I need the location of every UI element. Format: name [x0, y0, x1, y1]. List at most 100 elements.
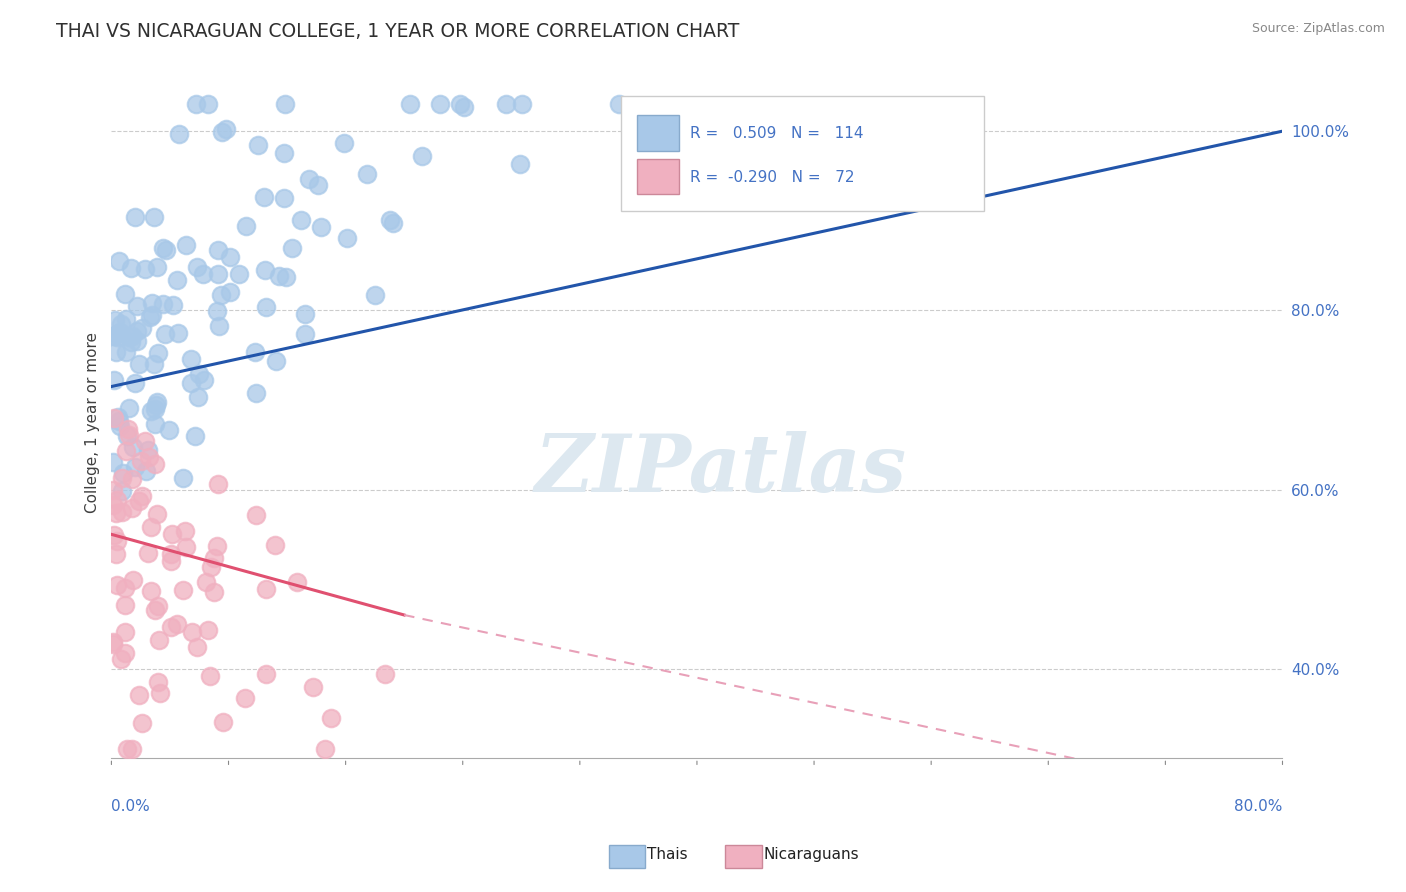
Text: THAI VS NICARAGUAN COLLEGE, 1 YEAR OR MORE CORRELATION CHART: THAI VS NICARAGUAN COLLEGE, 1 YEAR OR MO… — [56, 22, 740, 41]
Point — [364, 288, 387, 302]
Point — [139, 584, 162, 599]
Point — [191, 267, 214, 281]
Point — [124, 459, 146, 474]
Point — [207, 268, 229, 282]
Point — [314, 742, 336, 756]
Point — [254, 301, 277, 315]
Point — [117, 422, 139, 436]
Text: R =   0.509   N =   114: R = 0.509 N = 114 — [690, 126, 863, 141]
Point — [172, 582, 194, 597]
Point — [142, 357, 165, 371]
Point — [219, 285, 242, 299]
Point — [121, 742, 143, 756]
Point — [266, 353, 288, 368]
Point — [103, 373, 125, 387]
Point — [146, 394, 169, 409]
Point — [510, 97, 533, 112]
Point — [336, 230, 359, 244]
Point — [141, 308, 163, 322]
Point — [103, 527, 125, 541]
Point — [160, 547, 183, 561]
Point — [141, 295, 163, 310]
Point — [128, 688, 150, 702]
Point — [298, 172, 321, 186]
Point — [159, 554, 181, 568]
Point — [211, 125, 233, 139]
Point — [115, 429, 138, 443]
Point — [114, 287, 136, 301]
Point — [186, 260, 208, 274]
Point — [139, 310, 162, 324]
Point — [186, 640, 208, 654]
Point — [134, 434, 156, 449]
Point — [166, 326, 188, 341]
Text: Nicaraguans: Nicaraguans — [763, 847, 859, 862]
Point — [302, 681, 325, 695]
Text: 0.0%: 0.0% — [111, 798, 150, 814]
Point — [105, 492, 128, 507]
Y-axis label: College, 1 year or more: College, 1 year or more — [86, 332, 100, 513]
Point — [111, 505, 134, 519]
Point — [180, 376, 202, 391]
Point — [104, 344, 127, 359]
Point — [143, 402, 166, 417]
Point — [374, 667, 396, 681]
Point — [103, 483, 125, 498]
Point — [115, 742, 138, 756]
Point — [121, 329, 143, 343]
Point — [245, 385, 267, 400]
Point — [254, 582, 277, 596]
Point — [128, 493, 150, 508]
Point — [246, 138, 269, 153]
Point — [183, 429, 205, 443]
Point — [148, 633, 170, 648]
Point — [356, 167, 378, 181]
Point — [160, 527, 183, 541]
Point — [495, 97, 517, 112]
Point — [125, 324, 148, 338]
Point — [212, 714, 235, 729]
Point — [449, 97, 471, 112]
Point — [197, 624, 219, 638]
Point — [273, 97, 295, 112]
Point — [235, 219, 257, 233]
Point — [103, 410, 125, 425]
Point — [138, 442, 160, 457]
Point — [124, 376, 146, 390]
Point — [153, 327, 176, 342]
Point — [114, 646, 136, 660]
Point — [136, 546, 159, 560]
Point — [146, 674, 169, 689]
Point — [290, 213, 312, 227]
Point — [127, 299, 149, 313]
Text: Thais: Thais — [647, 847, 688, 862]
Point — [105, 326, 128, 341]
Text: 80.0%: 80.0% — [1234, 798, 1282, 814]
Point — [112, 466, 135, 480]
Point — [110, 419, 132, 434]
Point — [101, 498, 124, 512]
Point — [215, 121, 238, 136]
Point — [243, 344, 266, 359]
Point — [134, 261, 156, 276]
Point — [180, 625, 202, 640]
Point — [118, 401, 141, 416]
Point — [207, 243, 229, 257]
Point — [111, 484, 134, 499]
Point — [105, 534, 128, 549]
Point — [381, 216, 404, 230]
Point — [152, 297, 174, 311]
Point — [253, 190, 276, 204]
Point — [162, 297, 184, 311]
Point — [103, 329, 125, 343]
Point — [110, 652, 132, 666]
Point — [380, 212, 402, 227]
Point — [108, 254, 131, 268]
Point — [509, 156, 531, 170]
Point — [114, 311, 136, 326]
Point — [120, 334, 142, 349]
Point — [180, 351, 202, 366]
Point — [307, 178, 329, 192]
Point — [143, 457, 166, 471]
Point — [166, 617, 188, 632]
